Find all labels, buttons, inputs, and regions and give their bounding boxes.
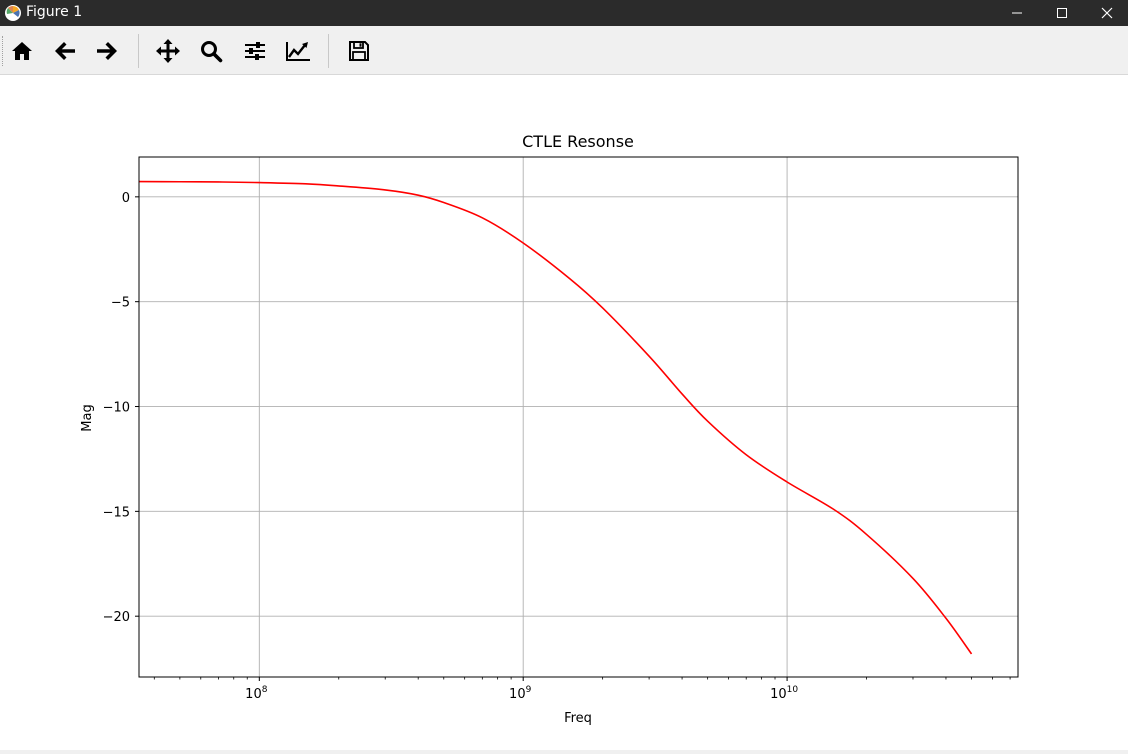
x-tick-base: 10 [770, 687, 787, 702]
x-tick-exponent: 8 [262, 685, 268, 695]
series-layer [138, 180, 973, 655]
customize-button[interactable] [283, 36, 313, 66]
status-bar [0, 750, 1128, 754]
toolbar-grip [2, 36, 6, 66]
navigation-toolbar [0, 26, 1128, 75]
y-tick-label: 0 [122, 191, 130, 206]
figure-canvas[interactable]: CTLE Resonse 0 −5 −10 −15 −20 108 109 1010 Freq… [0, 75, 1128, 750]
maximize-icon [1057, 8, 1067, 18]
toolbar-separator [328, 34, 329, 68]
sliders-icon [245, 42, 265, 60]
arrow-right-icon [97, 42, 117, 60]
zoom-button[interactable] [196, 36, 226, 66]
series-line [138, 180, 973, 655]
x-axis-label: Freq [564, 711, 592, 726]
minimize-button[interactable] [994, 0, 1040, 26]
save-button[interactable] [344, 36, 374, 66]
move-icon [156, 39, 180, 63]
y-tick-label: −20 [103, 610, 130, 625]
chart-title: CTLE Resonse [522, 132, 634, 151]
pan-button[interactable] [153, 36, 183, 66]
toolbar-separator [138, 34, 139, 68]
forward-button[interactable] [92, 36, 122, 66]
home-button[interactable] [7, 36, 37, 66]
y-tick-label: −15 [103, 505, 130, 520]
window-title: Figure 1 [26, 4, 83, 20]
floppy-disk-icon [349, 41, 369, 61]
arrow-left-icon [55, 42, 75, 60]
x-tick-base: 10 [509, 687, 526, 702]
matplotlib-logo-icon [5, 5, 21, 21]
home-icon [12, 42, 32, 60]
y-tick-label: −5 [111, 296, 130, 311]
window-title-bar: Figure 1 [0, 0, 1128, 26]
axes-frame [138, 156, 1019, 678]
x-tick-label: 109 [509, 685, 532, 702]
magnifier-icon [201, 41, 223, 63]
x-tick-label: 1010 [770, 685, 798, 702]
x-tick-exponent: 9 [526, 685, 532, 695]
maximize-button[interactable] [1039, 0, 1085, 26]
minimize-icon [1012, 12, 1022, 14]
grid-lines [139, 157, 1018, 677]
x-tick-label: 108 [245, 685, 268, 702]
axes-border [138, 156, 1019, 678]
line-chart-icon [286, 42, 310, 61]
y-tick-label: −10 [103, 401, 130, 416]
x-tick-exponent: 10 [787, 685, 799, 695]
x-tick-base: 10 [245, 687, 262, 702]
back-button[interactable] [50, 36, 80, 66]
close-button[interactable] [1084, 0, 1128, 26]
close-icon [1101, 7, 1113, 19]
y-axis-label: Mag [80, 404, 95, 431]
subplots-button[interactable] [240, 36, 270, 66]
